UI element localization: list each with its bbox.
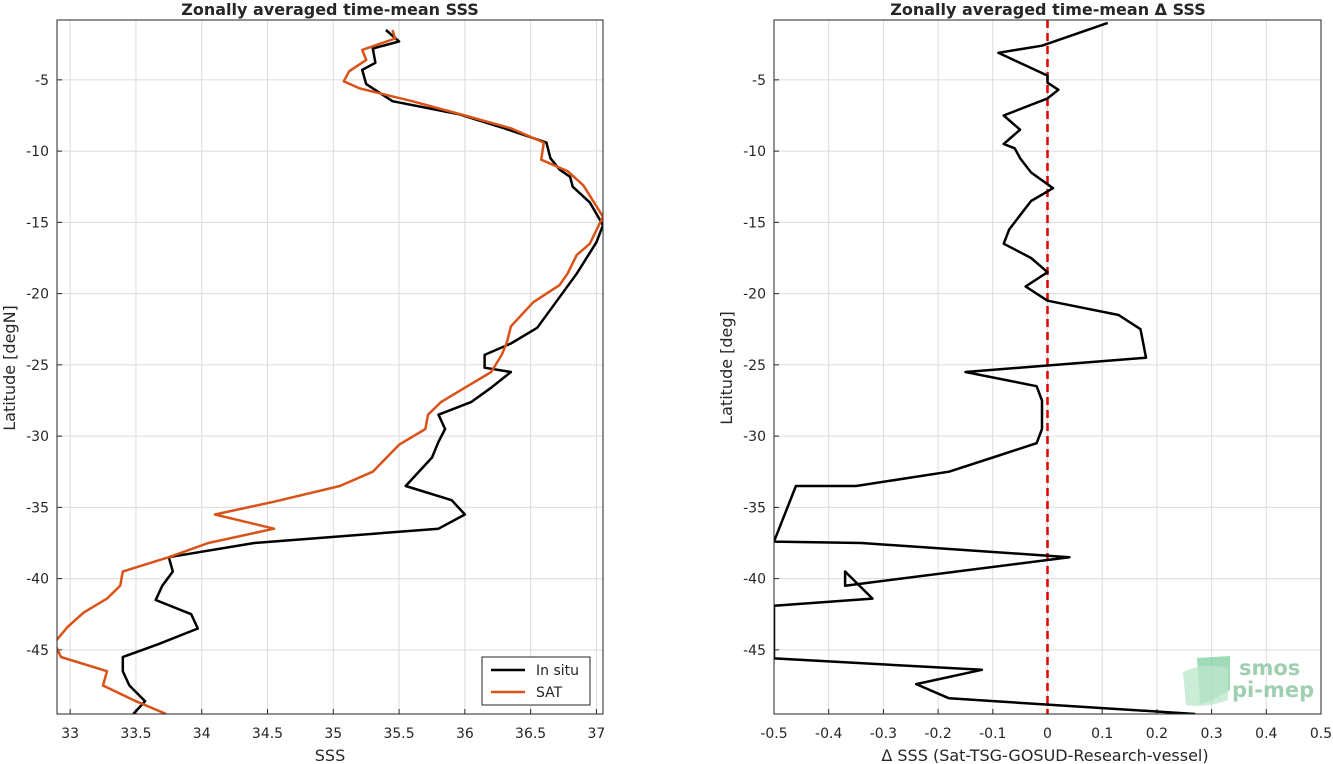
delta-y-tick-label: -40 bbox=[743, 572, 766, 588]
delta-y-tick-label: -30 bbox=[743, 429, 766, 445]
delta-x-tick-label: -0.4 bbox=[815, 726, 842, 742]
sss-legend: In situ SAT bbox=[481, 656, 591, 706]
delta-y-tick-label: -25 bbox=[743, 358, 766, 374]
delta-y-tick-label: -35 bbox=[743, 500, 766, 516]
sss-chart-title: Zonally averaged time-mean SSS bbox=[181, 0, 479, 19]
delta-x-tick-label: 0.2 bbox=[1146, 726, 1168, 742]
sss-series-line-sat bbox=[57, 29, 603, 714]
delta-x-tick-label: -0.3 bbox=[870, 726, 897, 742]
sss-panel: 33 33.5 34 34.5 35 35.5 36 36.5 37 -5 -10 -15 -20 -25… bbox=[0, 0, 605, 764]
logo-text-line1: smos bbox=[1239, 656, 1300, 680]
sss-x-tick-label: 36 bbox=[456, 726, 474, 742]
sss-lines bbox=[57, 29, 603, 714]
delta-y-axis-label: Latitude [deg] bbox=[717, 311, 736, 425]
sss-x-tick-label: 35 bbox=[324, 726, 342, 742]
sss-y-tick-label: -5 bbox=[35, 73, 49, 89]
sss-x-tick-label: 35.5 bbox=[383, 726, 414, 742]
delta-x-tick-label: -0.1 bbox=[979, 726, 1006, 742]
sss-x-tick-label: 34 bbox=[193, 726, 211, 742]
sss-y-tick-label: -10 bbox=[26, 144, 49, 160]
delta-x-tick-label: 0.4 bbox=[1255, 726, 1277, 742]
sss-y-tick-label: -40 bbox=[26, 572, 49, 588]
delta-x-tick-label: 0.1 bbox=[1091, 726, 1113, 742]
sss-x-tick-label: 33 bbox=[61, 726, 79, 742]
sss-y-tick-label: -25 bbox=[26, 358, 49, 374]
delta-y-tick-label: -15 bbox=[743, 215, 766, 231]
delta-x-axis-label: Δ SSS (Sat-TSG-GOSUD-Research-vessel) bbox=[881, 746, 1208, 764]
delta-x-tick-label: -0.5 bbox=[760, 726, 787, 742]
delta-ticks: -0.5 -0.4 -0.3 -0.2 -0.1 0 0.1 0.2 0.3 0.4 0.5 -5 -1… bbox=[743, 73, 1332, 742]
sss-x-axis-label: SSS bbox=[315, 746, 345, 764]
sss-plot-area bbox=[57, 20, 603, 714]
delta-sss-panel: -0.5 -0.4 -0.3 -0.2 -0.1 0 0.1 0.2 0.3 0.4 0.5 -5 -1… bbox=[717, 0, 1332, 764]
sss-y-axis-label: Latitude [degN] bbox=[0, 305, 19, 431]
legend-label-in-situ: In situ bbox=[536, 663, 579, 679]
sss-x-tick-label: 34.5 bbox=[252, 726, 283, 742]
logo-wave-graphic-2 bbox=[1183, 665, 1228, 706]
sss-ticks: 33 33.5 34 34.5 35 35.5 36 36.5 37 -5 -10 -15 -20 -25… bbox=[26, 73, 605, 742]
sss-x-tick-label: 36.5 bbox=[515, 726, 546, 742]
delta-y-tick-label: -10 bbox=[743, 144, 766, 160]
delta-x-tick-label: 0 bbox=[1043, 726, 1052, 742]
delta-series-line-series-0 bbox=[774, 21, 1196, 714]
sss-x-tick-label: 37 bbox=[588, 726, 606, 742]
sss-y-tick-label: -15 bbox=[26, 215, 49, 231]
sss-axes-box bbox=[56, 19, 604, 715]
legend-box bbox=[481, 656, 591, 706]
legend-label-sat: SAT bbox=[536, 685, 563, 701]
delta-x-tick-label: -0.2 bbox=[924, 726, 951, 742]
sss-grid bbox=[57, 20, 603, 714]
delta-y-tick-label: -20 bbox=[743, 287, 766, 303]
sss-series-line-in-situ bbox=[121, 29, 603, 714]
delta-lines bbox=[774, 20, 1196, 714]
logo-text-line2: pi-mep bbox=[1232, 678, 1314, 702]
sss-y-tick-label: -30 bbox=[26, 429, 49, 445]
delta-y-tick-label: -45 bbox=[743, 643, 766, 659]
delta-axes-box bbox=[773, 19, 1322, 715]
delta-chart-title: Zonally averaged time-mean Δ SSS bbox=[890, 0, 1206, 19]
sss-x-tick-label: 33.5 bbox=[120, 726, 151, 742]
smos-pi-mep-logo: smos pi-mep bbox=[1183, 656, 1314, 706]
delta-x-tick-label: 0.3 bbox=[1200, 726, 1222, 742]
sss-y-tick-label: -20 bbox=[26, 287, 49, 303]
delta-x-tick-label: 0.5 bbox=[1310, 726, 1332, 742]
sss-y-tick-label: -35 bbox=[26, 500, 49, 516]
delta-y-tick-label: -5 bbox=[752, 73, 766, 89]
sss-y-tick-label: -45 bbox=[26, 643, 49, 659]
